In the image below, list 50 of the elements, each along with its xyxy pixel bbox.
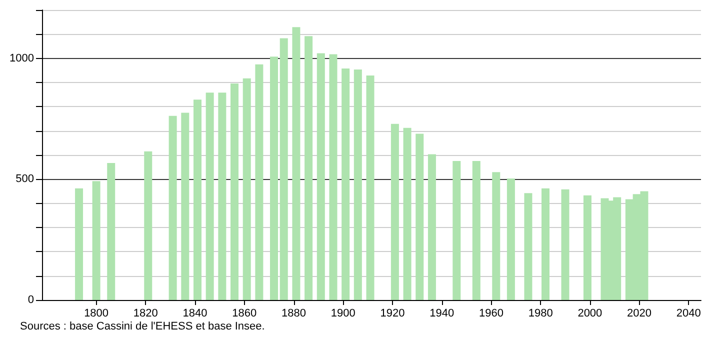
bar	[390, 124, 399, 300]
bar	[218, 92, 226, 300]
bar	[366, 75, 374, 300]
y-tick-label: 1000	[10, 52, 34, 64]
bar	[255, 64, 264, 300]
x-tick-label: 1940	[430, 308, 454, 320]
bar	[292, 27, 300, 300]
bar	[280, 38, 288, 300]
y-tick-label: 0	[28, 294, 34, 306]
bar	[75, 188, 84, 300]
x-tick-label: 2020	[627, 308, 652, 320]
bar	[542, 188, 550, 300]
x-tick-label: 1920	[380, 308, 405, 320]
source-note: Sources : base Cassini de l'EHESS et base Insee.	[20, 320, 265, 332]
x-tick-label: 1880	[282, 308, 306, 320]
bar	[524, 193, 532, 300]
bar	[107, 162, 116, 300]
bar	[270, 56, 278, 300]
x-tick-label: 1960	[478, 308, 504, 320]
bar	[472, 161, 480, 300]
bar	[316, 53, 325, 300]
bar	[230, 83, 239, 300]
bar	[304, 36, 313, 300]
bar	[492, 172, 500, 300]
x-tick-label: 1980	[528, 308, 553, 320]
bar	[193, 100, 202, 300]
bar	[181, 112, 190, 300]
bar	[403, 128, 412, 300]
bar	[416, 134, 424, 300]
x-tick-label: 1840	[182, 308, 208, 320]
x-tick-label: 1860	[232, 308, 257, 320]
bar	[329, 54, 338, 300]
bar	[168, 116, 177, 300]
bar	[506, 178, 515, 300]
bar	[144, 151, 152, 300]
x-tick-label: 2000	[578, 308, 602, 320]
x-tick-label: 1820	[133, 308, 158, 320]
bar	[428, 154, 436, 300]
bar	[354, 69, 362, 300]
x-tick-label: 1800	[84, 308, 109, 320]
y-tick-label: 500	[16, 173, 34, 186]
bar	[342, 68, 350, 300]
bar	[452, 161, 461, 300]
bar	[92, 181, 100, 300]
bar	[242, 78, 251, 300]
bar	[561, 189, 570, 300]
bar	[583, 195, 592, 300]
x-tick-label: 1900	[330, 308, 356, 320]
bar	[206, 92, 214, 300]
x-tick-label: 2040	[676, 308, 701, 320]
